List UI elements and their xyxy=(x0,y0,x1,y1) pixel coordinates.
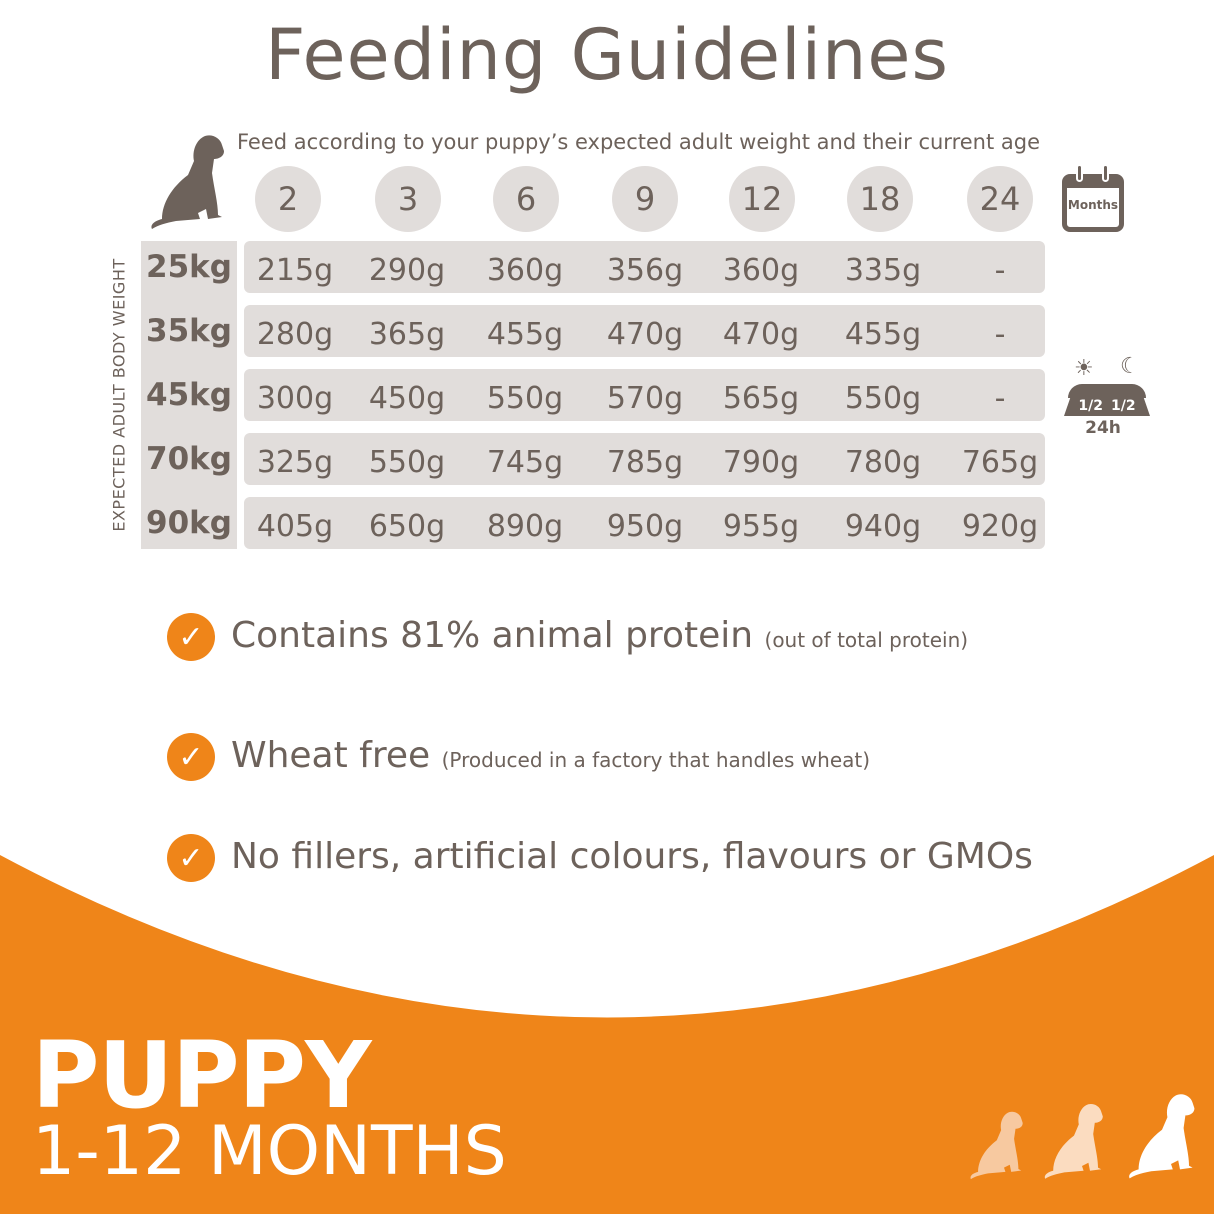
table-cell: - xyxy=(994,253,1006,288)
table-cell: 955g xyxy=(722,509,800,544)
table-cell: 940g xyxy=(844,509,922,544)
month-header-12: 12 xyxy=(729,166,795,232)
table-row xyxy=(244,369,1045,421)
subtitle: Feed according to your puppy’s expected … xyxy=(237,130,1041,154)
table-cell: 765g xyxy=(961,445,1039,480)
table-cell: 360g xyxy=(486,253,564,288)
table-cell: 215g xyxy=(256,253,334,288)
table-cell: 565g xyxy=(722,381,800,416)
benefit-main: Contains 81% animal protein xyxy=(231,615,754,656)
sitting-dog-icon xyxy=(151,135,224,229)
table-cell: 300g xyxy=(256,381,334,416)
table-cell: 570g xyxy=(606,381,684,416)
table-cell: 790g xyxy=(722,445,800,480)
split-left: 1/2 xyxy=(1078,398,1103,414)
table-cell: 325g xyxy=(256,445,334,480)
banner-title: PUPPY xyxy=(32,1022,372,1129)
page-title: Feeding Guidelines xyxy=(265,14,949,96)
benefit-no-fillers: No fillers, artificial colours, flavours… xyxy=(231,836,1033,877)
check-icon: ✓ xyxy=(167,834,215,882)
table-cell: - xyxy=(994,381,1006,416)
month-header-18: 18 xyxy=(847,166,913,232)
month-header-3: 3 xyxy=(375,166,441,232)
weight-label: 90kg xyxy=(141,497,237,549)
table-cell: 356g xyxy=(606,253,684,288)
benefit-wheat-free: Wheat free (Produced in a factory that h… xyxy=(231,735,870,776)
benefit-main: No fillers, artificial colours, flavours… xyxy=(231,836,1033,877)
table-cell: 745g xyxy=(486,445,564,480)
table-cell: 920g xyxy=(961,509,1039,544)
table-row xyxy=(244,433,1045,485)
check-icon: ✓ xyxy=(167,613,215,661)
table-cell: 290g xyxy=(368,253,446,288)
month-header-24: 24 xyxy=(967,166,1033,232)
month-header-2: 2 xyxy=(255,166,321,232)
table-cell: 405g xyxy=(256,509,334,544)
table-cell: 280g xyxy=(256,317,334,352)
check-icon: ✓ xyxy=(167,733,215,781)
table-cell: 890g xyxy=(486,509,564,544)
moon-icon: ☾ xyxy=(1120,354,1140,379)
weight-label: 45kg xyxy=(141,369,237,421)
benefit-main: Wheat free xyxy=(231,735,431,776)
table-cell: 550g xyxy=(486,381,564,416)
table-cell: 450g xyxy=(368,381,446,416)
table-cell: 780g xyxy=(844,445,922,480)
benefit-note: (Produced in a factory that handles whea… xyxy=(441,748,871,772)
month-header-9: 9 xyxy=(612,166,678,232)
puppy-silhouettes-icon xyxy=(970,1094,1195,1180)
table-cell: 650g xyxy=(368,509,446,544)
table-cell: 335g xyxy=(844,253,922,288)
split-caption: 24h xyxy=(1085,418,1121,438)
table-cell: - xyxy=(994,317,1006,352)
table-cell: 550g xyxy=(368,445,446,480)
calendar-months-icon: Months xyxy=(1062,164,1124,232)
month-header-6: 6 xyxy=(493,166,559,232)
table-row xyxy=(244,305,1045,357)
benefit-note: (out of total protein) xyxy=(764,628,969,652)
table-cell: 470g xyxy=(606,317,684,352)
table-row xyxy=(244,497,1045,549)
calendar-label: Months xyxy=(1067,198,1119,212)
benefit-protein: Contains 81% animal protein (out of tota… xyxy=(231,615,968,656)
axis-label: EXPECTED ADULT BODY WEIGHT xyxy=(109,258,129,532)
weight-label: 35kg xyxy=(141,305,237,357)
table-cell: 360g xyxy=(722,253,800,288)
table-cell: 365g xyxy=(368,317,446,352)
table-cell: 470g xyxy=(722,317,800,352)
table-cell: 455g xyxy=(486,317,564,352)
sun-icon: ☀ xyxy=(1074,356,1094,381)
banner-subtitle: 1-12 MONTHS xyxy=(32,1112,507,1191)
day-night-split-icon: ☀ ☾ 1/2 1/2 24h xyxy=(1064,354,1150,444)
table-cell: 785g xyxy=(606,445,684,480)
table-cell: 950g xyxy=(606,509,684,544)
table-row xyxy=(244,241,1045,293)
weight-label: 70kg xyxy=(141,433,237,485)
table-cell: 455g xyxy=(844,317,922,352)
table-cell: 550g xyxy=(844,381,922,416)
weight-label: 25kg xyxy=(141,241,237,293)
split-right: 1/2 xyxy=(1111,398,1136,414)
